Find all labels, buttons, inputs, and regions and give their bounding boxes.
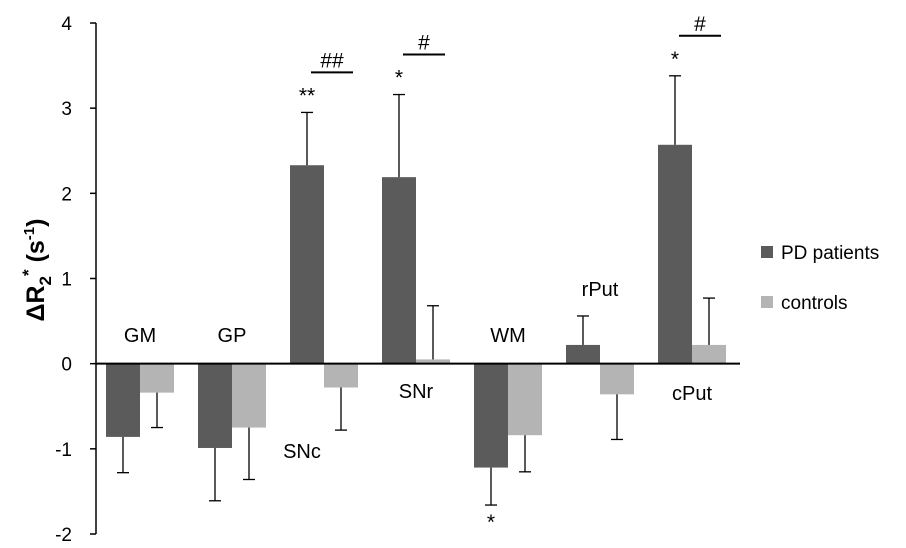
bar-controls-wm [508,363,542,436]
y-tick-label: 1 [61,270,72,291]
legend-label-controls: controls [781,293,848,314]
bar-controls-snc [324,363,358,388]
bar-pd-patients-rput [566,344,600,364]
bars [106,144,726,468]
category-label-gp: GP [218,325,247,347]
y-tick-label: -2 [55,525,72,546]
y-tick-label: 3 [61,99,72,120]
bar-pd-patients-gm [106,363,140,437]
between-group-mark-snr: # [418,32,430,55]
significance-star-snc: ** [299,84,315,107]
bar-controls-cput [692,344,726,364]
category-label-cput: cPut [672,383,712,405]
y-tick-label: 2 [61,184,72,205]
significance-star-cput: * [671,48,679,71]
y-tick-label: 0 [61,355,72,376]
significance-star-snr: * [395,67,403,90]
category-labels: GM GP SNc SNr WM rPut cPut [124,279,713,463]
category-label-gm: GM [124,325,156,347]
bar-pd-patients-snc [290,165,324,364]
legend-label-pd-patients: PD patients [781,243,879,264]
bar-pd-patients-snr [382,177,416,364]
legend: PD patients controls [761,243,879,314]
category-label-rput: rPut [582,279,619,301]
category-label-snr: SNr [399,381,434,403]
bar-controls-snr [416,359,450,364]
error-bars [117,75,715,506]
bar-pd-patients-gp [198,363,232,448]
significance-marks: *****#### [299,13,721,534]
y-axis: -2 -1 0 1 2 3 4 [55,14,97,546]
bar-controls-gm [140,363,174,393]
bar-pd-patients-wm [474,363,508,468]
legend-swatch-controls [761,296,773,308]
bar-controls-rput [600,363,634,395]
significance-star-wm: * [487,511,495,534]
category-label-snc: SNc [283,441,321,463]
bar-pd-patients-cput [658,144,692,364]
legend-swatch-pd-patients [761,246,773,258]
category-label-wm: WM [490,325,526,347]
bar-controls-gp [232,363,266,428]
y-tick-label: -1 [55,440,72,461]
between-group-mark-snc: ## [320,49,344,72]
between-group-mark-cput: # [694,13,706,36]
y-tick-label: 4 [61,14,72,35]
y-axis-label: ΔR2* (s-1) [19,219,55,322]
